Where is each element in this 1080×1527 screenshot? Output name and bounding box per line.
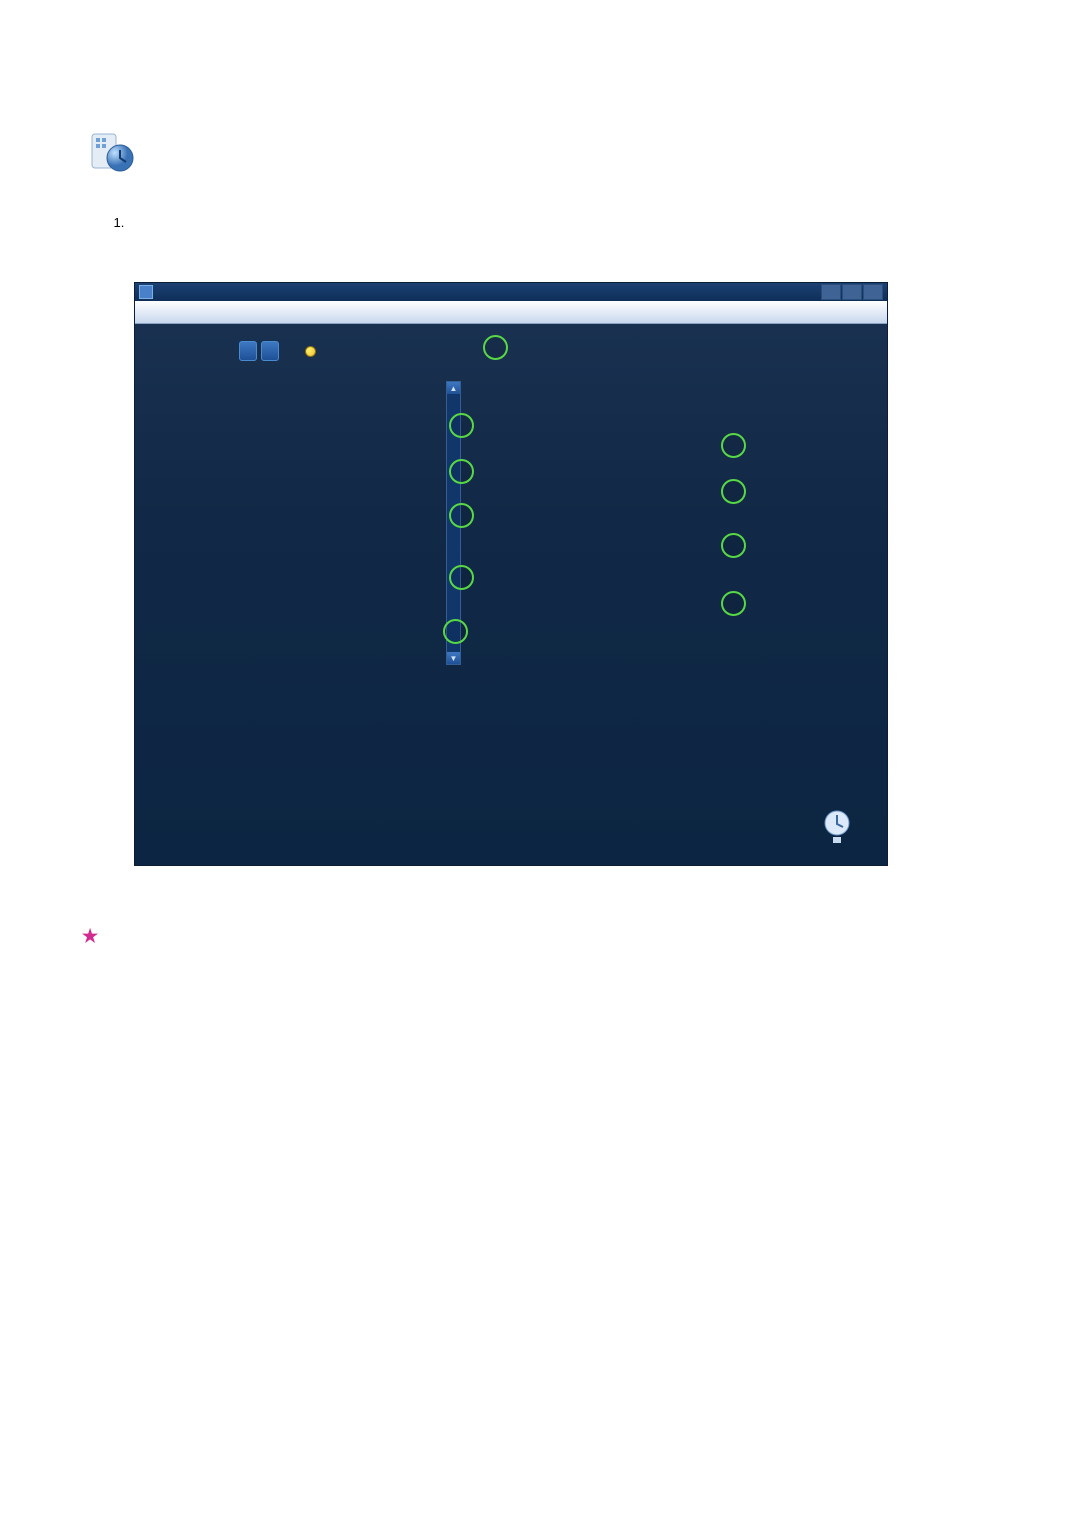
busy-indicator xyxy=(305,346,320,357)
mdc-window: ▲ ▼ xyxy=(134,282,888,866)
star-icon: ★ xyxy=(82,926,98,947)
app-icon xyxy=(139,285,153,299)
callout-5 xyxy=(721,479,746,504)
clear-all-button[interactable] xyxy=(261,341,279,361)
select-all-button[interactable] xyxy=(239,341,257,361)
busy-dot-icon xyxy=(305,346,316,357)
callout-10 xyxy=(443,619,468,644)
menubar xyxy=(135,301,887,324)
callout-2 xyxy=(449,413,474,438)
intro-item xyxy=(128,214,990,232)
screenshot: ▲ ▼ xyxy=(134,282,990,866)
settings-header xyxy=(90,130,990,178)
mdc-titlebar xyxy=(135,283,887,301)
callout-6 xyxy=(449,503,474,528)
callout-7 xyxy=(721,533,746,558)
callout-4 xyxy=(449,459,474,484)
maximize-button[interactable] xyxy=(842,284,862,300)
callout-9 xyxy=(721,591,746,616)
intro-list xyxy=(108,214,990,232)
callout-8 xyxy=(449,565,474,590)
monitor-icon xyxy=(815,805,859,849)
scroll-down-icon[interactable]: ▼ xyxy=(447,652,460,664)
minimize-button[interactable] xyxy=(821,284,841,300)
settings-icon xyxy=(90,130,138,178)
callout-1 xyxy=(483,335,508,360)
scroll-up-icon[interactable]: ▲ xyxy=(447,382,460,394)
close-button[interactable] xyxy=(863,284,883,300)
callout-3 xyxy=(721,433,746,458)
